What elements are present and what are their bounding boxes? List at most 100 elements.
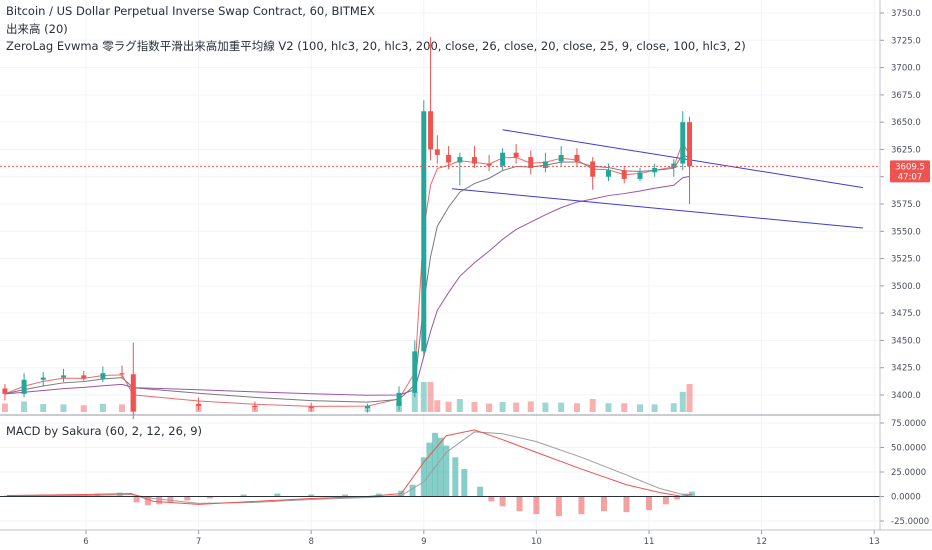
candle-body — [513, 152, 519, 158]
candle-body — [308, 407, 314, 409]
candle-body — [130, 374, 136, 412]
volume-bar — [513, 402, 520, 412]
volume-bar — [670, 403, 677, 412]
volume-bar — [542, 402, 549, 412]
macd-tick-label: -25.0000 — [891, 517, 929, 527]
time-tick-label: 7 — [196, 537, 201, 547]
macd-histogram-bar — [184, 496, 191, 501]
volume-bar — [651, 404, 658, 412]
price-tick-label: 3475.0 — [891, 309, 921, 319]
macd-histogram-bar — [578, 496, 585, 515]
candle-body — [605, 170, 611, 177]
zerolag-legend: ZeroLag Evwma 零ラグ指数平滑出来高加重平均線 V2 (100, h… — [6, 39, 746, 53]
price-tick-label: 3575.0 — [891, 200, 921, 210]
candle-body — [60, 375, 66, 378]
volume-bar — [558, 402, 565, 412]
signal-line — [7, 431, 692, 504]
candle-body — [671, 163, 677, 168]
candle-body — [500, 152, 506, 166]
macd-legend: MACD by Sakura (60, 2, 12, 26, 9) — [6, 424, 203, 438]
macd-panel-marks — [4, 429, 695, 517]
candle-body — [621, 170, 627, 179]
price-tick-label: 3700.0 — [891, 64, 921, 74]
candle-body — [574, 154, 580, 162]
time-tick-label: 9 — [421, 537, 426, 547]
time-tick-label: 6 — [83, 537, 88, 547]
candle-body — [528, 157, 534, 168]
macd-histogram-bar — [555, 496, 562, 517]
price-tick-label: 3750.0 — [891, 9, 921, 19]
macd-tick-label: 25.0000 — [891, 468, 926, 478]
time-tick-label: 10 — [531, 537, 542, 547]
volume-bar — [527, 401, 534, 412]
volume-bar — [456, 399, 463, 412]
price-tick-label: 3650.0 — [891, 118, 921, 128]
channel-line — [451, 188, 863, 229]
candle-body — [428, 111, 434, 150]
price-tick-label: 3450.0 — [891, 336, 921, 346]
volume-bar — [80, 405, 87, 412]
volume-bar — [621, 403, 628, 412]
axes: 3750.03725.03700.03675.03650.03625.03600… — [0, 9, 929, 547]
macd-histogram-bar — [432, 432, 439, 497]
macd-histogram-bar — [133, 496, 140, 503]
volume-bar — [420, 382, 427, 412]
volume-bar — [589, 399, 596, 412]
candle-body — [81, 375, 87, 379]
macd-histogram-bar — [426, 442, 433, 497]
price-tick-label: 3675.0 — [891, 91, 921, 101]
volume-legend: 出来高 (20) — [6, 22, 68, 36]
macd-histogram-bar — [477, 486, 484, 497]
macd-histogram-bar — [662, 496, 669, 505]
candle-body — [119, 373, 125, 375]
candle-body — [471, 157, 477, 164]
candle-body — [252, 405, 258, 408]
volume-bar — [21, 401, 28, 412]
price-tick-label: 3400.0 — [891, 391, 921, 401]
time-tick-label: 13 — [869, 537, 880, 547]
candle-body — [2, 388, 8, 394]
macd-histogram-bar — [206, 496, 213, 499]
candles — [2, 37, 693, 420]
price-tick-label: 3625.0 — [891, 145, 921, 155]
macd-histogram-bar — [443, 445, 450, 497]
ma-mid-line — [4, 153, 690, 403]
volume-bar — [1, 403, 8, 412]
volume-bar — [445, 401, 452, 412]
ma-slow-line — [4, 175, 690, 396]
volume-bar — [679, 391, 686, 412]
candle-body — [365, 405, 370, 409]
volume-bar — [486, 403, 493, 412]
macd-histogram-bar — [516, 496, 523, 512]
macd-histogram-bar — [533, 496, 540, 515]
price-tick-label: 3525.0 — [891, 255, 921, 265]
time-tick-label: 11 — [644, 537, 655, 547]
macd-histogram-bar — [308, 494, 315, 497]
volume-bar — [636, 404, 643, 412]
macd-histogram-bar — [452, 457, 459, 497]
macd-tick-label: 50.0000 — [891, 444, 926, 454]
candle-body — [590, 161, 596, 177]
price-tag: 3609.5 47:07 — [890, 160, 930, 183]
price-tick-label: 3550.0 — [891, 227, 921, 237]
macd-histogram-bar — [437, 437, 444, 497]
candle-body — [680, 122, 686, 164]
volume-bar — [573, 403, 580, 412]
macd-histogram-bar — [499, 496, 506, 507]
volume-bar — [411, 392, 418, 412]
price-tag-countdown: 47:07 — [898, 172, 923, 182]
volume-bar — [99, 403, 106, 412]
price-tick-label: 3500.0 — [891, 282, 921, 292]
volume-bar — [471, 402, 478, 412]
volume-bar — [119, 404, 126, 412]
macd-histogram-bar — [341, 494, 348, 497]
volume-bar — [60, 404, 67, 412]
macd-histogram-bar — [240, 494, 247, 497]
macd-histogram-bar — [274, 493, 281, 497]
macd-histogram-bar — [646, 496, 652, 511]
candle-body — [446, 154, 452, 163]
candle-body — [558, 154, 564, 162]
candle-body — [40, 377, 46, 380]
candle-body — [687, 122, 693, 167]
